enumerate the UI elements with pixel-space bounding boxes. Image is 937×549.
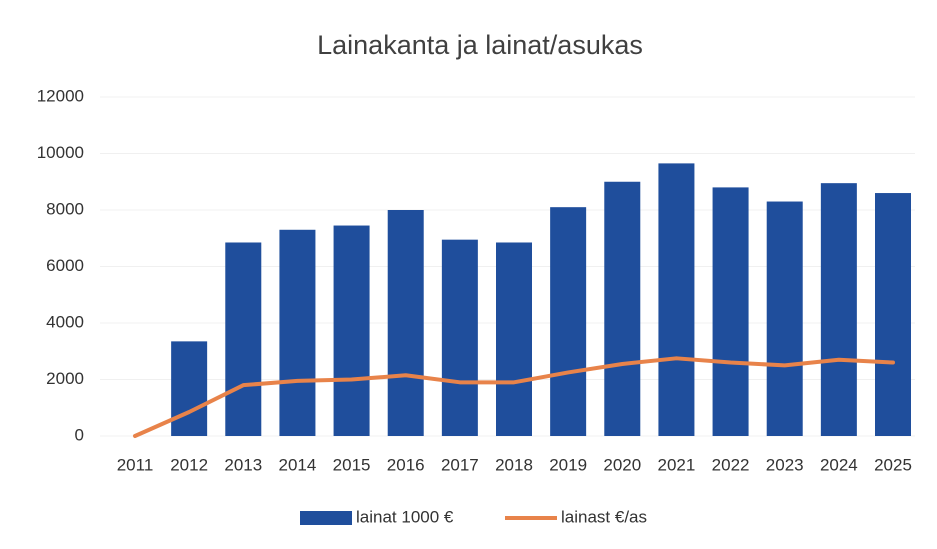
y-tick-label: 12000 <box>37 86 84 105</box>
bar <box>496 242 532 436</box>
y-tick-label: 2000 <box>46 369 84 388</box>
x-tick-label: 2017 <box>441 455 479 474</box>
bar <box>441 239 478 436</box>
x-tick-label: 2018 <box>495 455 533 474</box>
legend-label: lainat 1000 € <box>356 507 454 526</box>
line <box>133 356 895 438</box>
x-tick-label: 2012 <box>170 455 208 474</box>
x-tick-label: 2014 <box>279 455 317 474</box>
bar <box>279 229 316 436</box>
bar <box>766 201 803 436</box>
x-tick-label: 2013 <box>224 455 262 474</box>
legend-swatch <box>300 511 352 525</box>
x-tick-label: 2019 <box>549 455 587 474</box>
x-tick-label: 2015 <box>333 455 371 474</box>
x-tick-label: 2022 <box>712 455 750 474</box>
bar <box>171 341 208 436</box>
bar <box>604 181 641 436</box>
x-tick-label: 2011 <box>117 455 154 474</box>
bar <box>387 210 424 436</box>
bar <box>712 187 749 436</box>
x-tick-label: 2021 <box>658 455 696 474</box>
bar <box>658 163 695 436</box>
chart-title: Lainakanta ja lainat/asukas <box>317 30 643 60</box>
x-tick-label: 2016 <box>387 455 425 474</box>
y-tick-label: 4000 <box>46 312 84 331</box>
bar <box>875 193 911 436</box>
bar <box>225 242 262 436</box>
bar <box>333 225 370 436</box>
bar <box>820 183 857 436</box>
bar <box>550 207 587 436</box>
x-tick-label: 2024 <box>820 455 858 474</box>
legend-label: lainast €/as <box>561 507 647 526</box>
y-tick-label: 10000 <box>37 143 84 162</box>
y-tick-label: 8000 <box>46 199 84 218</box>
y-tick-label: 6000 <box>46 256 84 275</box>
x-tick-label: 2020 <box>603 455 641 474</box>
y-tick-label: 0 <box>75 425 84 444</box>
x-tick-label: 2023 <box>766 455 804 474</box>
x-tick-label: 2025 <box>874 455 912 474</box>
